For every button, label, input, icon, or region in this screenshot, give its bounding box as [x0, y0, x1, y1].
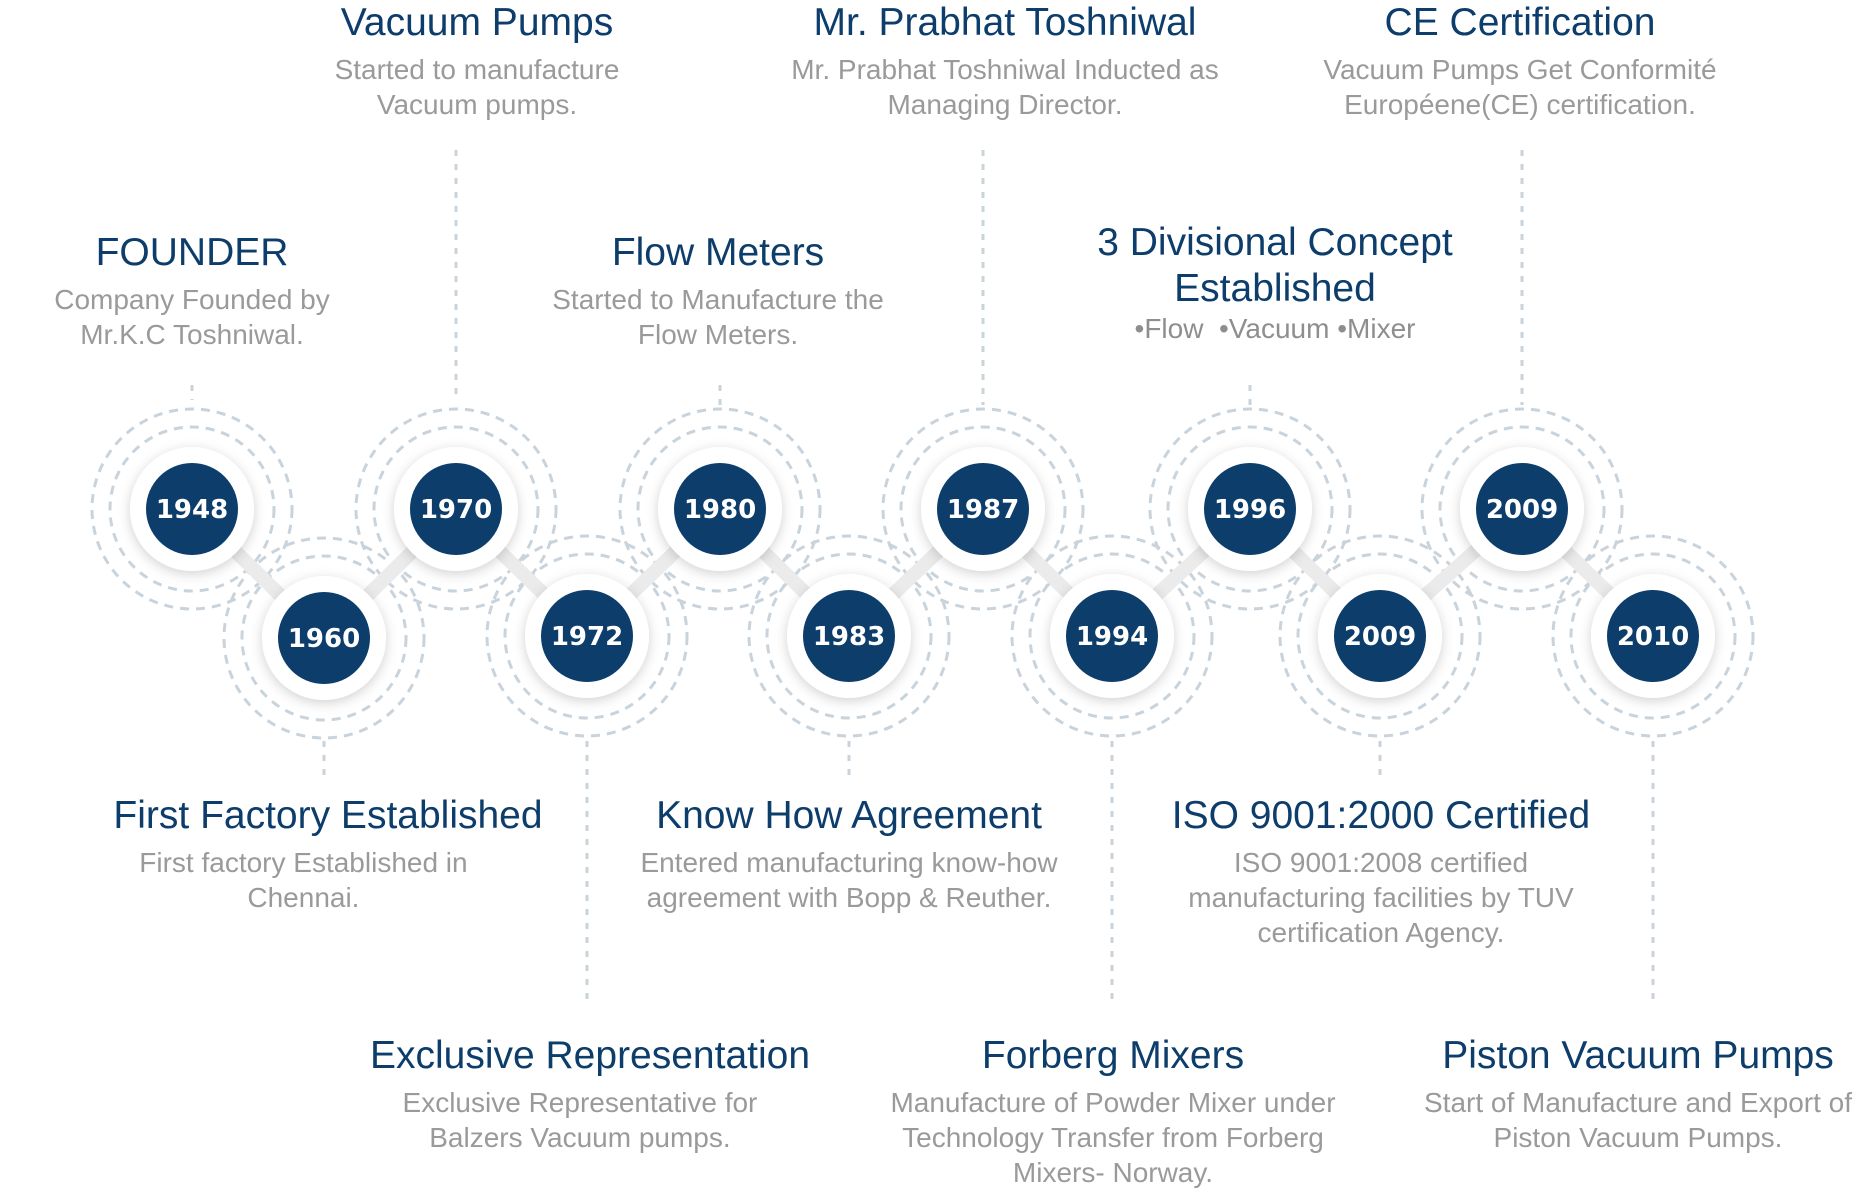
outer-dashed-ring	[1028, 552, 1196, 720]
year-node	[1066, 590, 1158, 682]
event-description: Started to manufacture Vacuum pumps.	[334, 54, 620, 120]
event-title: Flow Meters	[611, 231, 825, 274]
outermost-dashed-ring	[1010, 534, 1214, 738]
outer-dashed-ring	[108, 425, 276, 593]
event-description: First factory Established in Chennai.	[139, 847, 468, 913]
event-title: Mr. Prabhat Toshniwal	[813, 1, 1197, 44]
year-label: 2010	[1617, 622, 1689, 652]
event-1983: Know How Agreement Entered manufacturing…	[614, 793, 1084, 915]
dashed-rings-layer	[90, 407, 1755, 740]
year-node	[278, 592, 370, 684]
event-title: CE Certification	[1384, 1, 1656, 44]
event-1987: Mr. Prabhat Toshniwal Mr. Prabhat Toshni…	[765, 0, 1245, 122]
outermost-dashed-ring	[747, 534, 951, 738]
year-label: 1970	[420, 495, 492, 525]
event-2010: Piston Vacuum Pumps Start of Manufacture…	[1398, 1033, 1873, 1155]
division-vacuum: •Vacuum	[1219, 313, 1330, 344]
division-list: •Flow •Vacuum •Mixer	[1055, 312, 1495, 346]
outer-dashed-ring	[1166, 425, 1334, 593]
event-1960: First Factory Established First factory …	[113, 793, 542, 915]
year-node	[146, 463, 238, 555]
year-label: 1994	[1076, 622, 1148, 652]
outermost-dashed-ring	[222, 536, 426, 740]
year-node	[1204, 463, 1296, 555]
event-description: Entered manufacturing know-how agreement…	[640, 847, 1058, 913]
event-1948: FOUNDER Company Founded by Mr.K.C Toshni…	[32, 230, 352, 352]
year-label: 1980	[684, 495, 756, 525]
event-1980: Flow Meters Started to Manufacture the F…	[528, 230, 908, 352]
year-node	[541, 590, 633, 682]
outermost-dashed-ring	[618, 407, 822, 611]
outermost-dashed-ring	[1551, 534, 1755, 738]
event-title: ISO 9001:2000 Certified	[1171, 794, 1591, 837]
outer-dashed-ring	[1296, 552, 1464, 720]
event-description: ISO 9001:2008 certified manufacturing fa…	[1188, 847, 1574, 948]
event-1972: Exclusive Representation Exclusive Repre…	[370, 1033, 810, 1155]
event-title: 3 Divisional Concept Established	[1097, 221, 1453, 310]
outer-dashed-ring	[765, 552, 933, 720]
year-node	[1607, 590, 1699, 682]
year-label: 2009	[1344, 622, 1416, 652]
outermost-dashed-ring	[1420, 407, 1624, 611]
year-label: 1987	[947, 495, 1019, 525]
year-node	[1334, 590, 1426, 682]
event-description: Company Founded by Mr.K.C Toshniwal.	[54, 284, 330, 350]
year-node	[803, 590, 895, 682]
event-title: Piston Vacuum Pumps	[1442, 1034, 1834, 1077]
event-title: Exclusive Representation	[369, 1034, 811, 1077]
outermost-dashed-ring	[881, 407, 1085, 611]
event-title: First Factory Established	[113, 794, 543, 837]
year-node	[1476, 463, 1568, 555]
division-mixer: •Mixer	[1337, 313, 1416, 344]
outer-dashed-ring	[1569, 552, 1737, 720]
outer-dashed-ring	[372, 425, 540, 593]
year-nodes-layer: 1948 1960 1970 1972 1980 1983 1987 1994 1996 2009…	[130, 447, 1715, 700]
event-1994: Forberg Mixers Manufacture of Powder Mix…	[863, 1033, 1363, 1190]
outer-dashed-ring	[240, 554, 408, 722]
event-description: Exclusive Representative for Balzers Vac…	[402, 1087, 758, 1153]
year-node	[674, 463, 766, 555]
event-title: Know How Agreement	[656, 794, 1042, 837]
outermost-dashed-ring	[485, 534, 689, 738]
year-label: 1972	[551, 622, 623, 652]
year-label: 2009	[1486, 495, 1558, 525]
event-2009-iso: ISO 9001:2000 Certified ISO 9001:2008 ce…	[1161, 793, 1601, 950]
year-label: 1983	[813, 622, 885, 652]
outermost-dashed-ring	[1278, 534, 1482, 738]
outermost-dashed-ring	[354, 407, 558, 611]
event-description: Mr. Prabhat Toshniwal Inducted as Managi…	[791, 54, 1219, 120]
guide-lines-layer	[190, 150, 1655, 1003]
year-node	[410, 463, 502, 555]
year-label: 1996	[1214, 495, 1286, 525]
outer-dashed-ring	[503, 552, 671, 720]
outer-dashed-ring	[899, 425, 1067, 593]
division-flow: •Flow	[1134, 313, 1204, 344]
outer-dashed-ring	[1438, 425, 1606, 593]
outermost-dashed-ring	[90, 407, 294, 611]
event-1996: 3 Divisional Concept Established •Flow •…	[1055, 220, 1495, 346]
event-1970: Vacuum Pumps Started to manufacture Vacu…	[307, 0, 647, 122]
event-description: Manufacture of Powder Mixer under Techno…	[890, 1087, 1336, 1188]
event-title: Forberg Mixers	[981, 1034, 1245, 1077]
event-title: FOUNDER	[95, 231, 289, 274]
event-description: Vacuum Pumps Get Conformité Européene(CE…	[1323, 54, 1717, 120]
event-2009-ce: CE Certification Vacuum Pumps Get Confor…	[1290, 0, 1750, 122]
outer-dashed-ring	[636, 425, 804, 593]
event-description: Start of Manufacture and Export of Pisto…	[1423, 1087, 1852, 1153]
year-node	[937, 463, 1029, 555]
year-label: 1960	[288, 624, 360, 654]
event-title: Vacuum Pumps	[340, 1, 614, 44]
year-label: 1948	[156, 495, 228, 525]
outermost-dashed-ring	[1148, 407, 1352, 611]
event-description: Started to Manufacture the Flow Meters.	[552, 284, 884, 350]
